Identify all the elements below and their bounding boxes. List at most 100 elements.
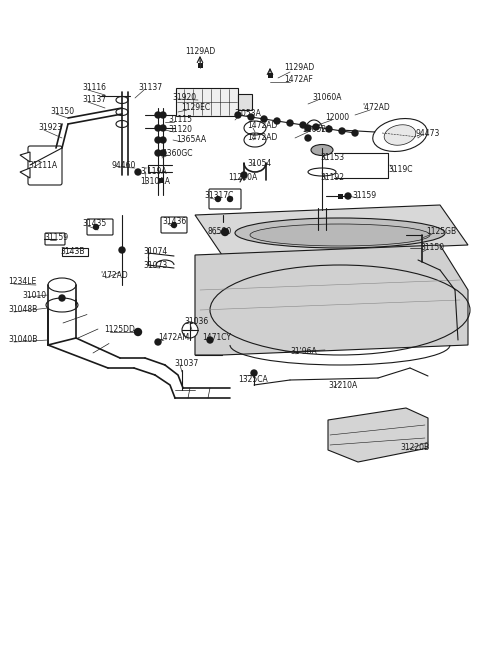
Text: 31048B: 31048B <box>8 306 37 315</box>
Circle shape <box>134 328 142 336</box>
Ellipse shape <box>250 224 430 246</box>
Text: 1472AD: 1472AD <box>247 133 277 143</box>
Text: 94460: 94460 <box>112 160 136 170</box>
Text: 31137: 31137 <box>138 83 162 93</box>
Text: 31159: 31159 <box>44 233 68 242</box>
Text: 3'053A: 3'053A <box>234 108 261 118</box>
Ellipse shape <box>48 278 76 292</box>
Circle shape <box>345 193 351 199</box>
Text: 31115: 31115 <box>168 116 192 124</box>
Ellipse shape <box>384 125 416 145</box>
Text: 3143B: 3143B <box>60 248 84 256</box>
Circle shape <box>352 130 358 136</box>
Text: 3119C: 3119C <box>388 166 412 175</box>
Circle shape <box>251 370 257 376</box>
Text: 31192: 31192 <box>320 173 344 183</box>
Circle shape <box>305 135 311 141</box>
Polygon shape <box>328 408 428 462</box>
Text: 31'96A: 31'96A <box>290 348 317 357</box>
Text: 31159: 31159 <box>352 191 376 200</box>
Circle shape <box>216 196 220 202</box>
FancyBboxPatch shape <box>62 248 88 256</box>
FancyBboxPatch shape <box>238 94 252 110</box>
Text: 31153: 31153 <box>320 154 344 162</box>
FancyBboxPatch shape <box>45 233 65 245</box>
Circle shape <box>339 128 345 134</box>
Ellipse shape <box>373 118 427 152</box>
Text: 31435: 31435 <box>82 219 106 229</box>
Circle shape <box>182 322 198 338</box>
Text: 1472AF: 1472AF <box>284 76 313 85</box>
Text: 31210A: 31210A <box>328 380 357 390</box>
Text: 31150: 31150 <box>50 108 74 116</box>
Circle shape <box>235 112 241 118</box>
Text: 31120: 31120 <box>168 125 192 135</box>
Text: '472AD: '472AD <box>362 104 390 112</box>
FancyBboxPatch shape <box>157 177 163 183</box>
Text: 1325CA: 1325CA <box>238 376 268 384</box>
Circle shape <box>228 196 232 202</box>
Text: 86590: 86590 <box>208 227 232 237</box>
Ellipse shape <box>311 145 333 156</box>
Circle shape <box>160 112 166 118</box>
Text: 31317C: 31317C <box>204 191 233 200</box>
Text: 1360GC: 1360GC <box>162 148 192 158</box>
Text: 1310AA: 1310AA <box>140 177 170 187</box>
Text: 3'119A: 3'119A <box>140 168 167 177</box>
Text: 94473: 94473 <box>415 129 439 137</box>
Circle shape <box>305 125 311 131</box>
Circle shape <box>241 172 247 178</box>
FancyBboxPatch shape <box>87 219 113 235</box>
Text: 31436: 31436 <box>162 217 186 227</box>
Text: 31074: 31074 <box>143 248 167 256</box>
Text: 31010: 31010 <box>22 290 46 300</box>
Circle shape <box>155 125 161 131</box>
FancyBboxPatch shape <box>176 88 238 116</box>
FancyBboxPatch shape <box>222 229 228 235</box>
Text: 31150: 31150 <box>420 244 444 252</box>
Circle shape <box>207 337 213 343</box>
Circle shape <box>274 118 280 124</box>
Circle shape <box>155 339 161 345</box>
Circle shape <box>160 125 166 131</box>
Text: 31923: 31923 <box>38 124 62 133</box>
Text: 1125GB: 1125GB <box>426 227 456 237</box>
Text: 31054: 31054 <box>247 158 271 168</box>
Circle shape <box>326 126 332 132</box>
Circle shape <box>171 223 177 227</box>
Text: 31060A: 31060A <box>312 93 341 102</box>
Circle shape <box>155 137 161 143</box>
Text: 31220B: 31220B <box>400 443 429 453</box>
Text: 31037: 31037 <box>174 359 198 367</box>
Text: 1471CY: 1471CY <box>202 334 231 342</box>
Text: 31137: 31137 <box>82 95 106 104</box>
Polygon shape <box>20 152 30 162</box>
Circle shape <box>160 150 166 156</box>
Text: 31073: 31073 <box>143 260 167 269</box>
Circle shape <box>155 112 161 118</box>
Ellipse shape <box>235 218 445 248</box>
Text: 31111A: 31111A <box>28 160 57 170</box>
Circle shape <box>221 229 228 235</box>
Circle shape <box>94 225 98 229</box>
Text: 1129AD: 1129AD <box>284 64 314 72</box>
Text: 1125DD: 1125DD <box>104 325 135 334</box>
Text: '472AD: '472AD <box>100 271 128 281</box>
Text: 1129EC: 1129EC <box>181 104 210 112</box>
Text: 12000: 12000 <box>325 114 349 122</box>
Text: 31920: 31920 <box>172 93 196 101</box>
Circle shape <box>155 150 161 156</box>
FancyBboxPatch shape <box>209 189 241 209</box>
Ellipse shape <box>308 168 336 176</box>
Text: 11250A: 11250A <box>228 173 257 183</box>
FancyBboxPatch shape <box>267 72 273 78</box>
Circle shape <box>248 114 254 120</box>
Circle shape <box>160 137 166 143</box>
Text: 31052A: 31052A <box>302 125 331 135</box>
Text: 31040B: 31040B <box>8 336 37 344</box>
Polygon shape <box>195 245 468 355</box>
FancyBboxPatch shape <box>197 62 203 68</box>
Text: 1365AA: 1365AA <box>176 135 206 145</box>
Polygon shape <box>195 255 222 355</box>
Circle shape <box>135 169 141 175</box>
